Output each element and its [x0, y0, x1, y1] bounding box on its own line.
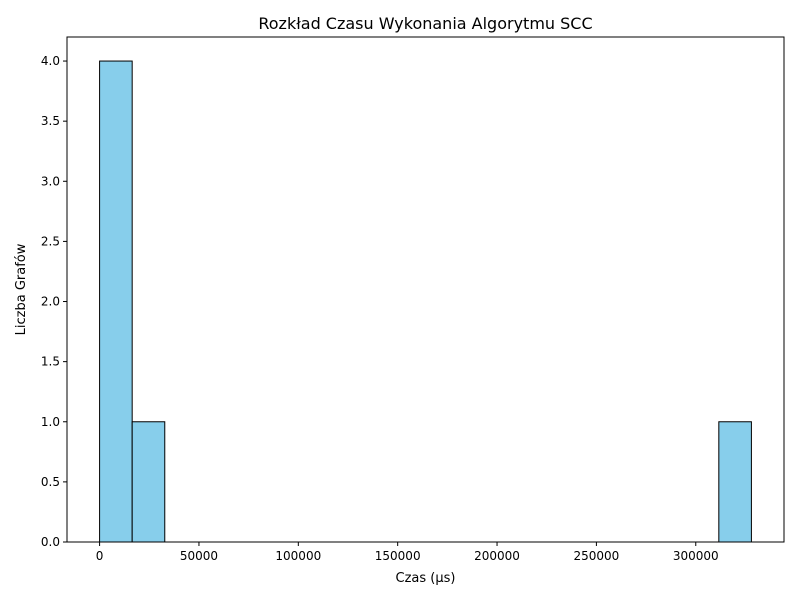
y-tick-label: 4.0	[41, 54, 60, 68]
x-tick-label: 50000	[180, 549, 218, 563]
histogram-bar-1	[131, 421, 166, 543]
x-tick-label: 300000	[673, 549, 719, 563]
x-axis-label: Czas (µs)	[396, 571, 456, 586]
y-tick-label: 1.0	[41, 415, 60, 429]
x-tick-label: 200000	[474, 549, 520, 563]
y-tick-label: 0.0	[41, 535, 60, 549]
x-tick-label: 100000	[275, 549, 321, 563]
x-tick-label: 250000	[573, 549, 619, 563]
x-axis-ticks: 0 50000 100000 150000 200000 250000 300000	[96, 542, 719, 563]
y-tick-label: 2.0	[41, 295, 60, 309]
x-tick-label: 0	[96, 549, 104, 563]
y-tick-label: 3.0	[41, 174, 60, 188]
y-tick-label: 3.5	[41, 114, 60, 128]
histogram-bar-2	[718, 421, 752, 543]
y-axis-ticks: 0.0 0.5 1.0 1.5 2.0 2.5 3.0 3.5 4.0	[41, 54, 67, 549]
y-tick-label: 2.5	[41, 234, 60, 248]
x-tick-label: 150000	[375, 549, 421, 563]
y-tick-label: 1.5	[41, 355, 60, 369]
bars-group	[99, 60, 752, 543]
chart-title: Rozkład Czasu Wykonania Algorytmu SCC	[258, 14, 592, 33]
y-axis-label: Liczba Grafów	[14, 243, 29, 335]
plot-frame	[66, 36, 785, 543]
y-tick-label: 0.5	[41, 475, 60, 489]
histogram-bar-0	[99, 60, 133, 543]
